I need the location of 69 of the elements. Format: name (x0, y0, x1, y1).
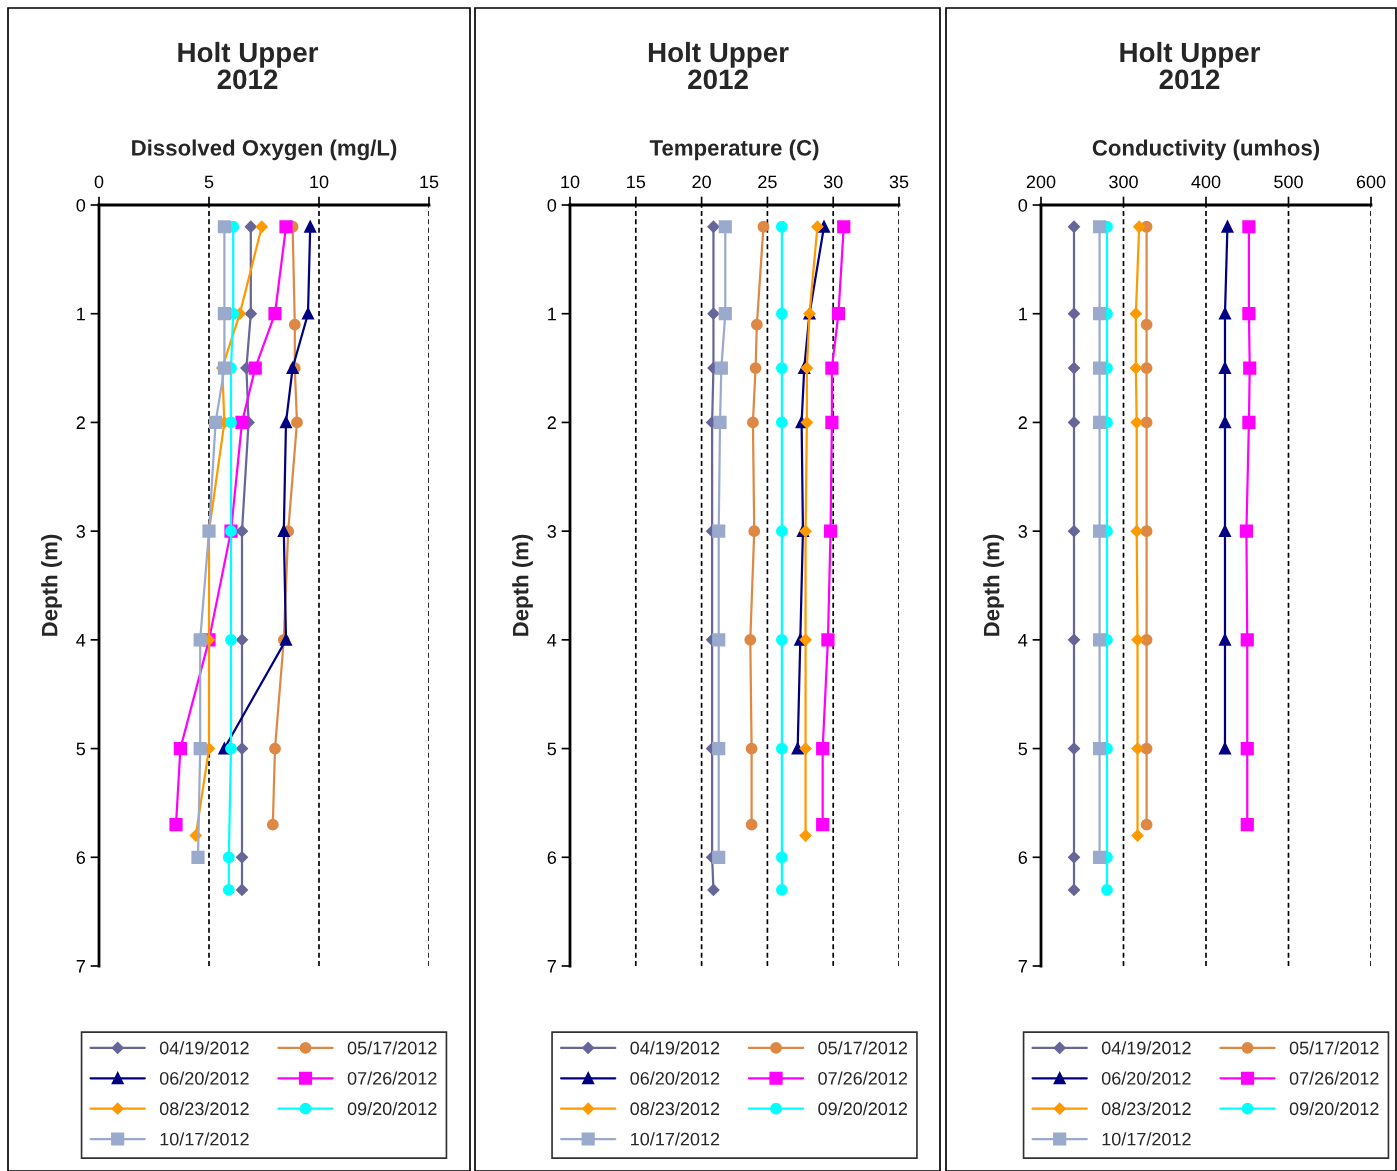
legend-label: 07/26/2012 (347, 1071, 437, 1085)
x-tick-label: 25 (758, 175, 777, 189)
x-axis-title: Conductivity (umhos) (1092, 139, 1320, 161)
y-tick-label: 5 (547, 742, 557, 756)
x-tick-label: 0 (94, 175, 104, 189)
y-tick-label: 6 (1018, 851, 1028, 865)
x-tick-label: 300 (1109, 175, 1138, 189)
legend-label: 06/20/2012 (159, 1071, 249, 1085)
y-tick-label: 2 (547, 416, 556, 429)
legend-label: 09/20/2012 (1289, 1101, 1379, 1116)
legend-label: 05/17/2012 (1289, 1041, 1379, 1055)
x-axis-title: Temperature (C) (649, 139, 819, 161)
legend-label: 06/20/2012 (630, 1071, 720, 1085)
x-tick-label: 400 (1191, 175, 1221, 189)
x-tick-label: 500 (1274, 175, 1303, 189)
legend-label: 04/19/2012 (630, 1041, 720, 1055)
legend-label: 04/19/2012 (1101, 1041, 1191, 1055)
x-tick-label: 600 (1356, 175, 1386, 189)
x-tick-label: 10 (561, 175, 580, 189)
y-tick-label: 5 (76, 742, 86, 756)
y-tick-label: 3 (76, 525, 86, 538)
x-tick-label: 20 (692, 175, 711, 189)
y-tick-label: 4 (547, 633, 557, 647)
legend-label: 08/23/2012 (159, 1101, 249, 1116)
legend-label: 06/20/2012 (1101, 1071, 1191, 1085)
x-tick-label: 30 (823, 175, 843, 189)
legend-label: 10/17/2012 (1102, 1132, 1191, 1146)
y-tick-label: 7 (1018, 960, 1027, 973)
y-tick-label: 7 (76, 960, 85, 973)
y-axis-title: Depth (m) (512, 534, 533, 636)
legend-label: 09/20/2012 (347, 1101, 437, 1116)
legend-label: 10/17/2012 (631, 1132, 720, 1146)
y-axis-title: Depth (m) (41, 534, 62, 636)
y-tick-label: 1 (1019, 307, 1027, 321)
y-tick-label: 1 (548, 307, 556, 321)
y-tick-label: 6 (76, 851, 86, 865)
y-tick-label: 0 (76, 198, 86, 212)
y-tick-label: 3 (1018, 525, 1028, 538)
legend-label: 05/17/2012 (347, 1041, 437, 1055)
x-tick-label: 35 (889, 175, 909, 189)
legend-label: 04/19/2012 (159, 1041, 249, 1055)
x-tick-label: 15 (627, 175, 646, 189)
y-tick-label: 4 (1018, 633, 1028, 647)
y-tick-label: 0 (547, 198, 557, 212)
chart-title: Holt Upper 2012 (1120, 41, 1261, 90)
y-tick-label: 2 (1018, 416, 1027, 429)
y-tick-label: 1 (77, 307, 85, 321)
legend-label: 05/17/2012 (818, 1041, 908, 1055)
y-tick-label: 3 (547, 525, 557, 538)
x-tick-label: 5 (204, 175, 214, 189)
y-tick-label: 2 (76, 416, 85, 429)
x-tick-label: 200 (1026, 175, 1056, 189)
chart-title: Holt Upper 2012 (178, 41, 319, 90)
x-tick-label: 10 (310, 175, 329, 189)
y-tick-label: 5 (1018, 742, 1028, 756)
y-tick-label: 4 (76, 633, 86, 647)
legend-label: 10/17/2012 (160, 1132, 249, 1146)
y-tick-label: 0 (1018, 198, 1028, 212)
chart-title: Holt Upper 2012 (648, 41, 789, 90)
legend-label: 07/26/2012 (818, 1071, 908, 1085)
y-tick-label: 7 (547, 960, 556, 973)
legend-label: 07/26/2012 (1289, 1071, 1379, 1085)
y-tick-label: 6 (547, 851, 557, 865)
legend-label: 09/20/2012 (818, 1101, 908, 1116)
x-tick-label: 15 (420, 175, 439, 189)
y-axis-title: Depth (m) (983, 534, 1004, 636)
x-axis-title: Dissolved Oxygen (mg/L) (132, 139, 397, 161)
legend-label: 08/23/2012 (1101, 1101, 1191, 1116)
legend-label: 08/23/2012 (630, 1101, 720, 1116)
